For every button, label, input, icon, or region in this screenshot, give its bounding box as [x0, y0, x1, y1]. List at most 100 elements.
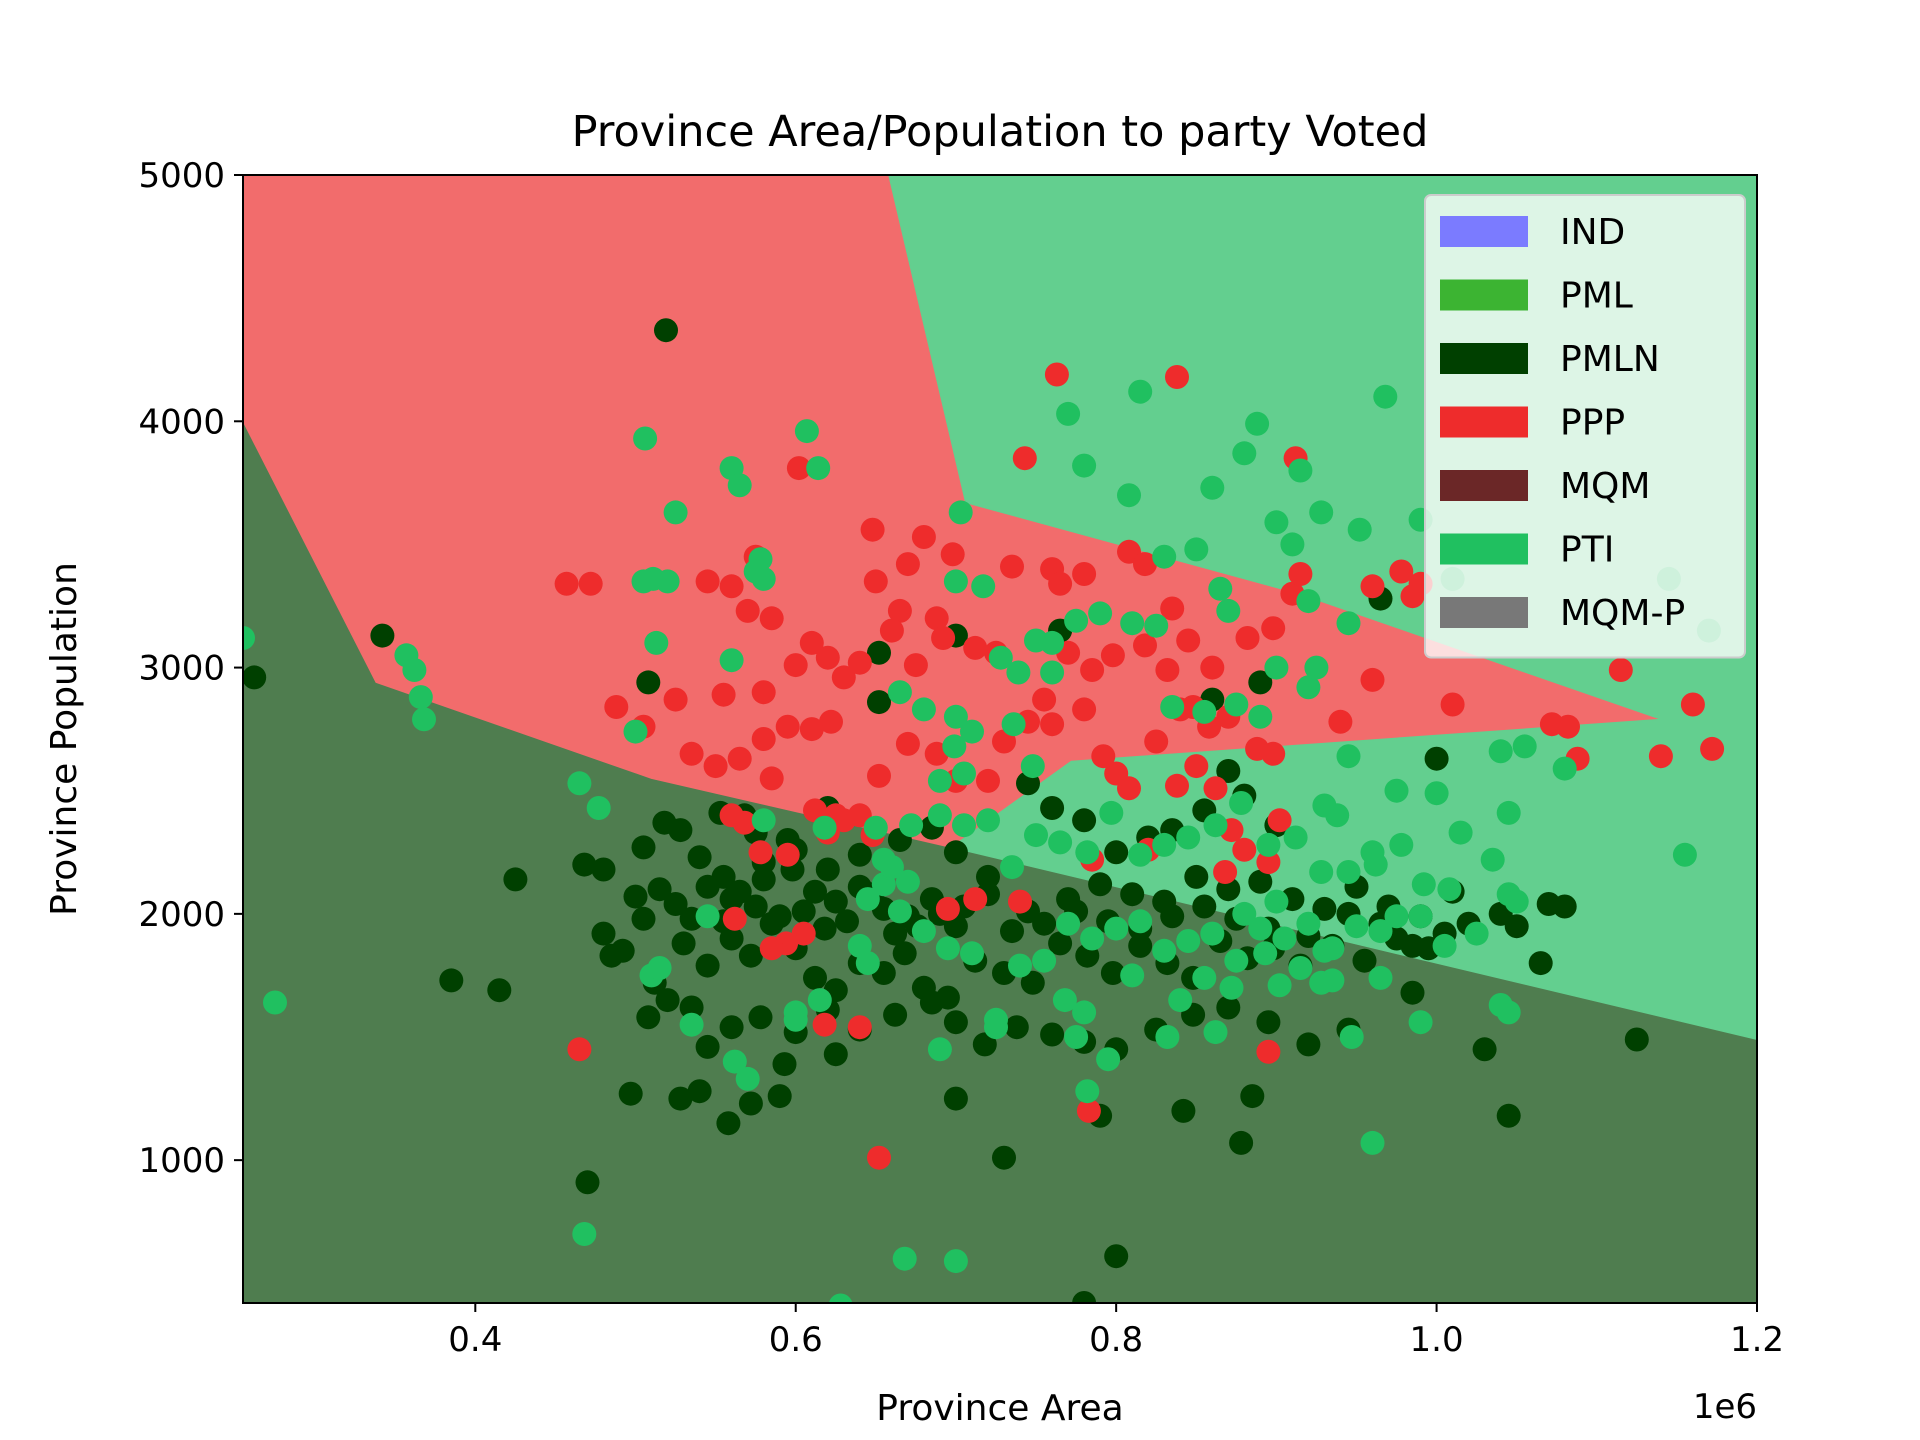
point-ppp: [963, 635, 988, 660]
point-pti: [855, 951, 880, 976]
point-ppp: [695, 569, 720, 594]
point-pti: [1152, 544, 1177, 569]
point-pti: [935, 936, 960, 961]
legend-label-mqm-p: MQM-P: [1560, 593, 1685, 634]
point-pmln: [623, 884, 648, 909]
point-pmln: [1528, 951, 1553, 976]
point-pti: [1096, 1047, 1121, 1072]
point-ppp: [578, 571, 603, 596]
x-axis-ticks: 0.4 0.6 0.8 1.0 1.2: [448, 1303, 1784, 1360]
point-pti: [695, 904, 720, 929]
point-pti: [943, 1249, 968, 1274]
point-pmln: [972, 1032, 997, 1057]
point-ppp: [735, 598, 760, 623]
point-pmln: [647, 877, 672, 902]
y-tick-label: 4000: [138, 402, 225, 442]
point-pmln: [1296, 1032, 1321, 1057]
point-pmln: [503, 867, 528, 892]
point-ppp: [604, 695, 629, 719]
point-pmln: [668, 1086, 693, 1111]
point-pti: [871, 847, 896, 872]
point-ppp: [1328, 709, 1353, 734]
point-pti: [1117, 483, 1141, 508]
point-pmln: [1040, 796, 1065, 820]
point-pmln: [687, 1079, 712, 1104]
point-pti: [1024, 823, 1048, 848]
point-ppp: [1245, 736, 1270, 761]
point-pmln: [719, 887, 744, 912]
point-ppp: [759, 606, 784, 631]
point-ppp: [1184, 754, 1209, 779]
point-ppp: [847, 650, 872, 675]
point-pmln: [738, 1091, 763, 1116]
x-tick-label: 1.0: [1410, 1320, 1464, 1360]
point-ppp: [903, 653, 928, 678]
point-pti: [1052, 988, 1077, 1013]
point-pti: [927, 1037, 952, 1062]
point-pmln: [943, 1010, 968, 1035]
point-pti: [927, 768, 952, 793]
point-pmln: [1088, 872, 1113, 897]
point-pti: [1224, 692, 1249, 717]
point-pti: [863, 815, 888, 840]
point-ppp: [786, 456, 811, 481]
point-pti: [644, 630, 669, 655]
point-pmln: [591, 921, 616, 946]
point-pti: [1032, 948, 1057, 973]
point-pmln: [1160, 904, 1185, 929]
point-pmln: [1352, 948, 1377, 973]
point-pti: [943, 569, 968, 594]
point-ppp: [719, 803, 744, 828]
point-pti: [1424, 781, 1449, 806]
point-pmln: [738, 943, 763, 968]
point-pti: [1267, 973, 1292, 998]
point-pti: [586, 796, 611, 820]
point-ppp: [1165, 365, 1189, 389]
point-pmln: [1032, 911, 1057, 936]
point-pti: [1256, 832, 1281, 857]
point-pti: [976, 808, 1000, 833]
point-pti: [960, 941, 984, 966]
point-ppp: [879, 618, 904, 643]
y-tick-label: 1000: [138, 1141, 225, 1181]
point-pti: [1040, 630, 1065, 655]
point-pmln: [572, 852, 597, 877]
point-ppp: [1176, 628, 1201, 653]
point-pmln: [631, 906, 656, 931]
point-pti: [243, 626, 255, 650]
point-pti: [1296, 911, 1321, 936]
point-pmln: [671, 931, 696, 956]
point-pmln: [1248, 670, 1273, 695]
point-pti: [1160, 695, 1185, 719]
point-ppp: [1080, 658, 1105, 682]
y-tick-label: 5000: [138, 156, 225, 196]
point-pmln: [919, 990, 944, 1015]
point-pmln: [847, 842, 872, 867]
point-pti: [1304, 655, 1329, 680]
point-pti: [722, 1049, 747, 1074]
point-pti: [1320, 968, 1345, 993]
point-pti: [1072, 1000, 1097, 1025]
point-pti: [1464, 921, 1489, 946]
point-pti: [1368, 919, 1393, 944]
point-pti: [1432, 933, 1457, 958]
point-pti: [623, 719, 648, 744]
point-pmln: [1216, 759, 1241, 783]
point-pti: [572, 1222, 597, 1246]
point-pti: [1344, 914, 1369, 939]
point-ppp: [1012, 446, 1037, 471]
plot-frame: [242, 174, 1758, 1304]
point-pti: [1272, 926, 1297, 951]
point-ppp: [1040, 712, 1065, 737]
point-pti: [1200, 475, 1225, 500]
point-pti: [1048, 830, 1073, 855]
legend-swatch-pti: [1440, 533, 1528, 565]
point-pmln: [1104, 1244, 1129, 1269]
point-pti: [1008, 953, 1032, 978]
point-pti: [1080, 926, 1105, 951]
point-pmln: [695, 953, 720, 978]
point-pti: [1480, 847, 1505, 872]
point-pti: [655, 569, 680, 594]
point-pti: [1072, 453, 1097, 478]
point-ppp: [1261, 616, 1286, 641]
